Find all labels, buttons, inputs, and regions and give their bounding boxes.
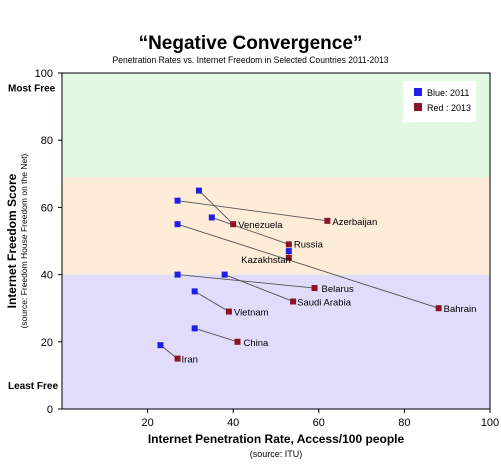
marker-2013-vietnam [225, 308, 232, 315]
marker-2013-saudi-arabia [290, 298, 297, 305]
x-axis-label: Internet Penetration Rate, Access/100 pe… [147, 432, 405, 446]
x-axis-source-note: (source: ITU) [249, 449, 303, 459]
connector-saudi-arabia [224, 274, 294, 302]
country-label-azerbaijan: Azerbaijan [332, 217, 377, 228]
marker-2011-iran [157, 342, 164, 349]
x-tick-label-20: 20 [141, 417, 153, 429]
country-label-belarus: Belarus [322, 284, 354, 295]
marker-2013-china [234, 338, 241, 345]
marker-2011-bahrain [174, 221, 181, 228]
y-tick-label-0: 0 [47, 404, 53, 416]
x-tick-label-40: 40 [227, 417, 239, 429]
marker-2011-venezuela [195, 187, 202, 194]
country-label-venezuela: Venezuela [238, 220, 283, 231]
plot-frame [61, 72, 491, 410]
marker-2011-belarus [174, 271, 181, 278]
x-tick-label-100: 100 [481, 417, 499, 429]
legend-box [403, 81, 476, 122]
legend: Blue: 2011 Red : 2013 [403, 81, 476, 122]
country-label-kazakhstan: Kazakhstan [241, 255, 291, 266]
marker-2013-venezuela [230, 221, 237, 228]
marker-2013-bahrain [435, 305, 442, 312]
marker-2013-iran [174, 355, 181, 362]
marker-2011-vietnam [191, 288, 198, 295]
y-axis-source-note: (source: Freedom House Freedom on the Ne… [19, 153, 29, 329]
legend-swatch-0 [414, 88, 422, 96]
axis-ticks: 0 20 40 60 80 100 20 40 60 80 100 Most Free Least Fr… [8, 68, 499, 429]
country-label-russia: Russia [294, 239, 324, 250]
band-1 [62, 177, 490, 275]
marker-2013-kazakhstan [285, 254, 292, 261]
y-tick-label-60: 60 [41, 202, 53, 214]
marker-2013-russia [285, 241, 292, 248]
connector-bahrain [177, 223, 439, 309]
legend-label-0: Blue: 2011 [427, 88, 469, 98]
y-tick-label-20: 20 [41, 337, 53, 349]
country-label-vietnam: Vietnam [234, 308, 269, 319]
connector-venezuela [198, 190, 234, 225]
connector-vietnam [194, 291, 230, 312]
most-free-annotation: Most Free [8, 83, 56, 94]
chart-title: “Negative Convergence” [138, 33, 363, 54]
country-label-saudi-arabia: Saudi Arabia [297, 297, 352, 308]
chart-subtitle: Penetration Rates vs. Internet Freedom i… [112, 55, 389, 66]
band-2 [62, 274, 490, 409]
marker-2011-china [191, 325, 198, 332]
connector-belarus [177, 274, 315, 289]
y-tick-label-100: 100 [35, 68, 53, 80]
connector-russia [211, 217, 289, 245]
marker-2011-kazakhstan [285, 248, 292, 255]
marker-2011-azerbaijan [174, 197, 181, 204]
connector-china [194, 327, 238, 343]
marker-2013-belarus [311, 285, 318, 292]
connector-lines [160, 190, 439, 359]
data-markers [157, 187, 442, 362]
country-label-iran: Iran [182, 355, 198, 366]
country-label-china: China [243, 338, 269, 349]
least-free-annotation: Least Free [8, 381, 58, 392]
legend-swatch-1 [414, 103, 422, 111]
x-tick-label-80: 80 [398, 417, 410, 429]
y-tick-label-80: 80 [41, 135, 53, 147]
legend-label-1: Red : 2013 [427, 103, 471, 113]
y-tick-label-40: 40 [41, 270, 53, 282]
connector-azerbaijan [177, 200, 328, 222]
score-bands [62, 73, 490, 409]
marker-2011-russia [208, 214, 215, 221]
x-tick-label-60: 60 [313, 417, 325, 429]
marker-2011-saudi-arabia [221, 271, 228, 278]
country-label-bahrain: Bahrain [444, 304, 477, 315]
marker-2013-azerbaijan [324, 217, 331, 224]
